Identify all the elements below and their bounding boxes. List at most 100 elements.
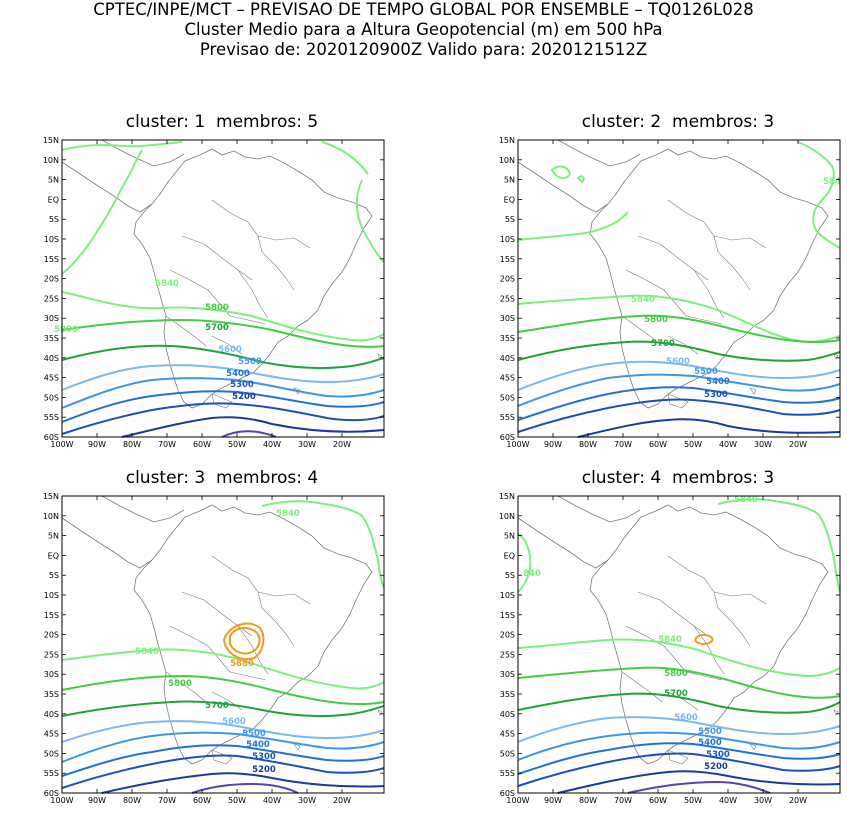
- lat-label: 35S: [500, 334, 515, 343]
- members-label: membros:: [216, 468, 303, 488]
- contour-5800: [517, 314, 841, 344]
- contour-5200: [121, 416, 385, 438]
- lat-label: 15S: [500, 255, 515, 264]
- lat-label: 10S: [500, 235, 515, 244]
- country-border: [261, 607, 295, 647]
- coastline-south-america: [133, 504, 373, 765]
- country-border: [637, 591, 709, 637]
- map-frame: [517, 495, 841, 794]
- coastline-central-america: [517, 139, 641, 213]
- contour-5500: [517, 373, 841, 407]
- map-panel-cluster-3: 5840 5840 5880 5800 5700 5600 5500 5400 5300 5200…: [0, 486, 420, 826]
- country-border: [625, 269, 687, 317]
- contour-5600: [61, 720, 385, 743]
- panel-2-title: cluster: 2 membros: 3: [513, 112, 843, 132]
- island: [749, 387, 757, 395]
- lon-label: 20W: [789, 440, 807, 449]
- lat-label: 15N: [43, 136, 59, 145]
- coastline-south-america: [589, 504, 829, 765]
- contour-5800: [517, 666, 841, 699]
- coastline-central-america: [61, 495, 185, 569]
- lat-label: 10N: [499, 512, 515, 521]
- contour-label: 840: [523, 569, 541, 579]
- island: [667, 749, 689, 765]
- lat-label: 20S: [44, 631, 59, 640]
- lat-label: 50S: [44, 749, 59, 758]
- header-line-3: Previsao de: 2020120900Z Valido para: 20…: [199, 40, 648, 59]
- country-border: [211, 199, 263, 253]
- lon-label: 30W: [754, 440, 772, 449]
- members-number: 5: [307, 112, 319, 132]
- members-number: 3: [763, 468, 775, 488]
- lon-label: 70W: [614, 796, 632, 805]
- country-border: [685, 315, 723, 325]
- lon-label: 50W: [684, 796, 702, 805]
- cluster-number: 1: [194, 112, 206, 132]
- lon-label: 60W: [649, 796, 667, 805]
- lat-label: EQ: [504, 551, 515, 560]
- country-border: [713, 591, 767, 605]
- lat-label: 40S: [44, 354, 59, 363]
- lon-label: 40W: [263, 796, 281, 805]
- contour-5400: [517, 742, 841, 775]
- lon-label: 50W: [684, 440, 702, 449]
- contour-5300: [517, 752, 841, 787]
- header-line-2: Cluster Medio para a Altura Geopotencial…: [184, 20, 663, 39]
- cluster-number: 2: [650, 112, 662, 132]
- lon-label: 90W: [88, 440, 106, 449]
- lon-label: 40W: [719, 440, 737, 449]
- lon-label: 60W: [649, 440, 667, 449]
- lon-label: 100W: [50, 796, 73, 805]
- map-frame: [61, 139, 385, 438]
- contour-5840: [517, 638, 841, 678]
- cluster-number: 3: [194, 468, 206, 488]
- lon-label: 70W: [158, 440, 176, 449]
- contour-label: 5800: [664, 669, 688, 679]
- country-border: [667, 555, 719, 609]
- lat-label: 15N: [499, 136, 515, 145]
- members-label: membros:: [216, 112, 303, 132]
- contour-5700: [517, 340, 841, 362]
- contour-5600: [517, 716, 841, 743]
- map-frame: [61, 495, 385, 794]
- contour-5400: [517, 386, 841, 421]
- lon-label: 90W: [88, 796, 106, 805]
- contour-5840: [61, 291, 385, 342]
- contour-label: 5400: [246, 740, 270, 750]
- contour-5840: [356, 179, 385, 263]
- lon-label: 50W: [228, 440, 246, 449]
- contour-5840: [576, 175, 585, 184]
- lat-label: 55S: [500, 413, 515, 422]
- contour-5800: [61, 674, 385, 706]
- contour-5400: [61, 390, 385, 423]
- contour-5800: [61, 318, 385, 348]
- island: [667, 393, 689, 409]
- contour-label: 5400: [698, 738, 722, 748]
- country-border: [261, 251, 295, 291]
- lat-label: 45S: [44, 374, 59, 383]
- lat-label: EQ: [504, 195, 515, 204]
- contour-label: 5600: [218, 345, 242, 355]
- lat-label: EQ: [48, 551, 59, 560]
- country-border: [229, 315, 267, 325]
- country-border: [717, 607, 751, 647]
- lon-label: 60W: [193, 796, 211, 805]
- lat-label: 45S: [500, 374, 515, 383]
- map-frame: [517, 139, 841, 438]
- contour-5500: [61, 731, 385, 763]
- contour-label: 5880: [230, 659, 254, 669]
- lon-label: 80W: [123, 440, 141, 449]
- lat-label: 5S: [49, 215, 59, 224]
- coastline-central-america: [61, 139, 185, 213]
- panel-4-title: cluster: 4 membros: 3: [513, 468, 843, 488]
- contour-5100: [627, 780, 771, 794]
- contour-5840: [61, 149, 143, 275]
- contour-label: 5300: [706, 750, 730, 760]
- contour-label: 5200: [252, 765, 276, 775]
- contour-label: 5600: [222, 717, 246, 727]
- contour-label: 5840: [734, 495, 758, 505]
- contour-label: 5200: [232, 392, 256, 402]
- panel-3-title: cluster: 3 membros: 4: [57, 468, 387, 488]
